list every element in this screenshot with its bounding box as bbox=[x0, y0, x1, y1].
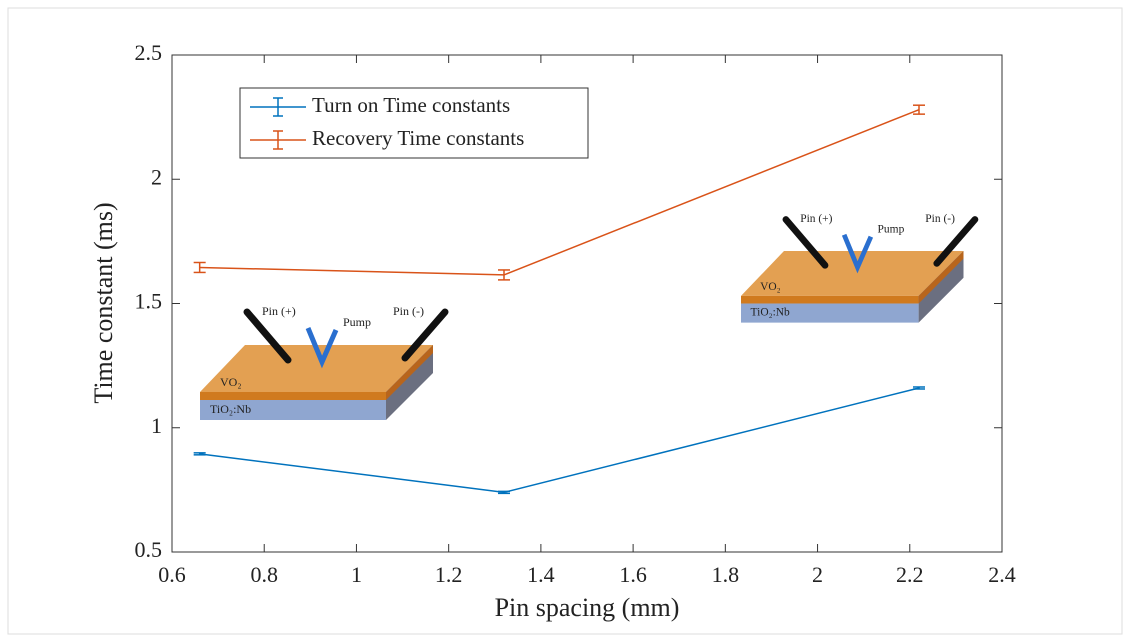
inset: Pin (+) Pump Pin (-) VO₂ TiO₂:Nb bbox=[741, 213, 979, 323]
y-tick-label: 2.5 bbox=[135, 40, 163, 65]
inset-label: VO₂ bbox=[220, 375, 242, 389]
pin bbox=[782, 216, 829, 269]
y-axis-label: Time constant (ms) bbox=[89, 202, 118, 403]
pump-beam bbox=[305, 327, 339, 369]
frame bbox=[7, 7, 1123, 635]
error-bar bbox=[193, 261, 206, 274]
x-tick-label: 1.6 bbox=[619, 562, 647, 587]
legend-label: Recovery Time constants bbox=[312, 126, 524, 150]
error-bar bbox=[193, 452, 206, 456]
inset-label: Pin (+) bbox=[800, 213, 832, 225]
inset-label: TiO₂:Nb bbox=[210, 402, 251, 416]
substrate-front bbox=[741, 303, 919, 323]
inset-label: Pin (-) bbox=[393, 304, 424, 318]
inset-label: Pump bbox=[878, 224, 905, 236]
x-axis-label: Pin spacing (mm) bbox=[495, 593, 680, 622]
y-tick-label: 0.5 bbox=[135, 537, 163, 562]
x-tick-label: 1 bbox=[351, 562, 362, 587]
pump-beam bbox=[841, 233, 874, 274]
x-tick-label: 2.4 bbox=[988, 562, 1016, 587]
x-tick-label: 1.8 bbox=[712, 562, 740, 587]
substrate-front bbox=[200, 400, 386, 420]
pin bbox=[243, 308, 292, 364]
inset-label: TiO₂:Nb bbox=[751, 307, 790, 319]
inset-label: VO₂ bbox=[760, 281, 781, 293]
x-tick-label: 2 bbox=[812, 562, 823, 587]
film-front bbox=[200, 392, 386, 400]
pin bbox=[401, 308, 449, 362]
y-tick-label: 1 bbox=[151, 413, 162, 438]
error-bar bbox=[498, 490, 510, 495]
x-tick-label: 1.4 bbox=[527, 562, 555, 587]
film-top bbox=[741, 251, 964, 296]
legend-label: Turn on Time constants bbox=[312, 93, 510, 117]
inset-label: Pump bbox=[343, 315, 371, 329]
error-bar bbox=[913, 386, 925, 390]
film-side bbox=[918, 251, 964, 304]
film-front bbox=[741, 295, 919, 304]
x-tick-label: 2.2 bbox=[896, 562, 924, 587]
inset-label: Pin (+) bbox=[262, 304, 296, 318]
x-tick-label: 0.8 bbox=[250, 562, 278, 587]
inset: Pin (+) Pump Pin (-) VO₂ TiO₂:Nb bbox=[200, 304, 449, 420]
inset-label: Pin (-) bbox=[925, 213, 955, 225]
y-tick-label: 1.5 bbox=[135, 289, 163, 314]
legend-box bbox=[239, 87, 589, 159]
error-bar bbox=[498, 269, 510, 281]
x-tick-label: 0.6 bbox=[158, 562, 186, 587]
film-side bbox=[386, 345, 433, 400]
film-top bbox=[200, 345, 433, 392]
x-tick-label: 1.2 bbox=[435, 562, 463, 587]
y-tick-label: 2 bbox=[151, 164, 162, 189]
pin bbox=[933, 216, 979, 267]
error-bar bbox=[913, 104, 925, 115]
